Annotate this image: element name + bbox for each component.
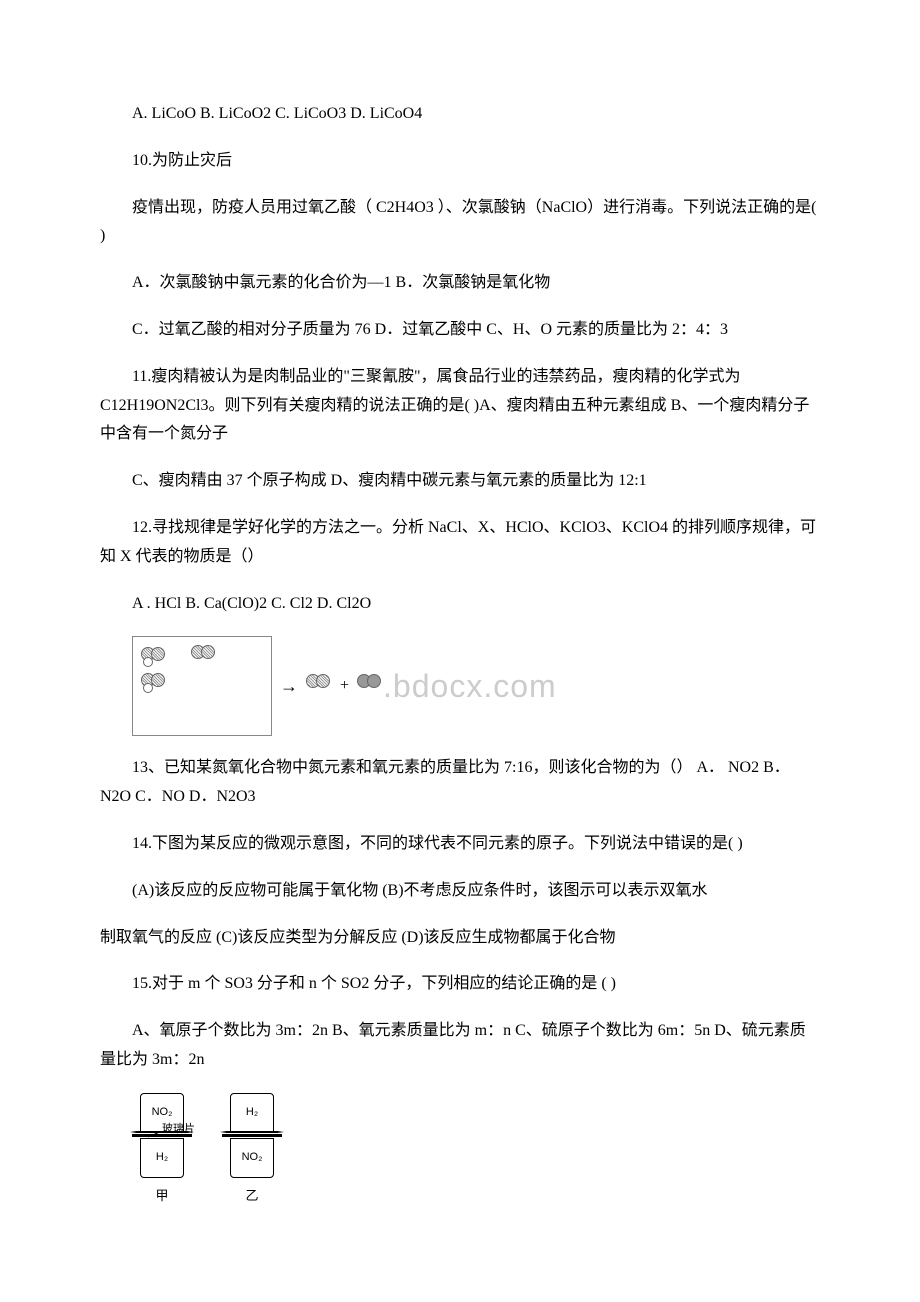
q9-options: A. LiCoO B. LiCoO2 C. LiCoO3 D. LiCoO4 — [100, 100, 820, 129]
q10-body: 疫情出现，防疫人员用过氧乙酸（ C2H4O3 ）、次氯酸钠（NaClO）进行消毒… — [100, 194, 820, 252]
bottle-label: 甲 — [155, 1184, 168, 1207]
reaction-diagram: → + .bdocx.com — [132, 636, 557, 736]
molecule-icon — [141, 671, 171, 691]
q10-opt-cd-text: C．过氧乙酸的相对分子质量为 76 D．过氧乙酸中 C、H、O 元素的质量比为 … — [132, 321, 728, 338]
reactant-box — [132, 636, 272, 736]
arrow-icon: → — [280, 670, 298, 702]
q14: 14.下图为某反应的微观示意图，不同的球代表不同元素的原子。下列说法中错误的是(… — [100, 830, 820, 859]
q15-opts-text: A、氧原子个数比为 3m：2n B、氧元素质量比为 m：n C、硫原子个数比为 … — [100, 1022, 806, 1068]
product-molecules: + — [306, 672, 383, 701]
q10-opt-ab: A．次氯酸钠中氯元素的化合价为—1 B．次氯酸钠是氧化物 — [100, 269, 820, 298]
q14-opts1: (A)该反应的反应物可能属于氧化物 (B)不考虑反应条件时，该图示可以表示双氧水 — [100, 877, 820, 906]
q12-text: 12.寻找规律是学好化学的方法之一。分析 NaCl、X、HClO、KClO3、K… — [100, 519, 816, 565]
molecule-icon — [357, 674, 383, 690]
bottle-diagram: NO₂ H₂ 甲 H₂ NO₂ 乙 玻璃片 — [100, 1093, 820, 1207]
watermark: .bdocx.com — [383, 658, 557, 716]
q14-opts2: 制取氧气的反应 (C)该反应类型为分解反应 (D)该反应生成物都属于化合物 — [100, 924, 820, 953]
q15-opts: A、氧原子个数比为 3m：2n B、氧元素质量比为 m：n C、硫原子个数比为 … — [100, 1017, 820, 1075]
molecule-icon — [191, 645, 217, 661]
q11-text: 11.瘦肉精被认为是肉制品业的"三聚氰胺"，属食品行业的违禁药品，瘦肉精的化学式… — [100, 368, 809, 443]
q14-text: 14.下图为某反应的微观示意图，不同的球代表不同元素的原子。下列说法中错误的是(… — [132, 835, 743, 852]
q13: 13、已知某氮氧化合物中氮元素和氧元素的质量比为 7:16，则该化合物的为（） … — [100, 754, 820, 812]
q12-opts: A . HCl B. Ca(ClO)2 C. Cl2 D. Cl2O — [100, 590, 820, 619]
q11-opt-cd: C、瘦肉精由 37 个原子构成 D、瘦肉精中碳元素与氧元素的质量比为 12:1 — [100, 467, 820, 496]
molecule-icon — [141, 645, 171, 665]
pointer-line-icon — [148, 1131, 168, 1143]
q10-opt-cd: C．过氧乙酸的相对分子质量为 76 D．过氧乙酸中 C、H、O 元素的质量比为 … — [100, 316, 820, 345]
bottle-label: 乙 — [245, 1184, 258, 1207]
bottle-set-yi: H₂ NO₂ 乙 — [222, 1093, 282, 1207]
q13-text: 13、已知某氮氧化合物中氮元素和氧元素的质量比为 7:16，则该化合物的为（） … — [100, 759, 790, 805]
bottle-bottom: H₂ — [140, 1138, 184, 1178]
q15: 15.对于 m 个 SO3 分子和 n 个 SO2 分子，下列相应的结论正确的是… — [100, 970, 820, 999]
q14-opts1-text: (A)该反应的反应物可能属于氧化物 (B)不考虑反应条件时，该图示可以表示双氧水 — [132, 882, 708, 899]
bottle-top: H₂ — [230, 1093, 274, 1133]
q12: 12.寻找规律是学好化学的方法之一。分析 NaCl、X、HClO、KClO3、K… — [100, 514, 820, 572]
glass-plate-icon — [222, 1134, 282, 1137]
q11: 11.瘦肉精被认为是肉制品业的"三聚氰胺"，属食品行业的违禁药品，瘦肉精的化学式… — [100, 363, 820, 449]
q10-body-text: 疫情出现，防疫人员用过氧乙酸（ C2H4O3 ）、次氯酸钠（NaClO）进行消毒… — [100, 199, 816, 245]
q14-opts2-text: 制取氧气的反应 (C)该反应类型为分解反应 (D)该反应生成物都属于化合物 — [100, 929, 616, 946]
bottle-bottom: NO₂ — [230, 1138, 274, 1178]
bottle-set-jia: NO₂ H₂ 甲 — [132, 1093, 192, 1207]
q10-intro: 10.为防止灾后 — [100, 147, 820, 176]
molecule-icon — [306, 674, 332, 690]
